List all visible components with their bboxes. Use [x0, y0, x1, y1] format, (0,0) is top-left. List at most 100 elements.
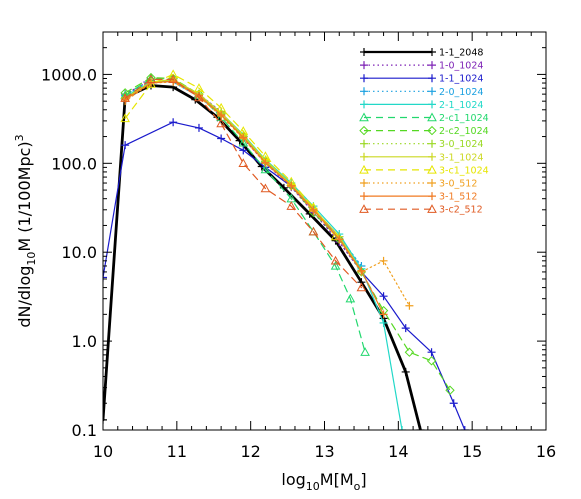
data-point — [238, 158, 249, 168]
data-point — [146, 74, 156, 84]
data-point — [345, 293, 356, 303]
x-tick-label: 15 — [462, 442, 482, 461]
data-point — [103, 273, 107, 282]
series-layer — [103, 69, 469, 430]
x-tick-label: 14 — [388, 442, 408, 461]
data-point — [260, 183, 271, 193]
legend: 1-1_2048 1-0_1024 1-1_1024 2-0_1024 2-1_1024… — [359, 48, 489, 216]
data-point — [427, 348, 436, 357]
series-line — [124, 73, 337, 238]
legend-marker — [360, 61, 368, 70]
x-tick-label: 12 — [240, 442, 260, 461]
legend-marker — [428, 192, 436, 201]
series-3-0_512 — [121, 78, 414, 310]
data-point — [357, 266, 366, 275]
data-point — [286, 201, 297, 210]
series-1-1_1024 — [103, 118, 469, 430]
legend-item: 3-c1_1024 — [359, 164, 489, 176]
legend-label: 1-1_1024 — [439, 74, 483, 85]
legend-label: 3-1_512 — [439, 192, 477, 203]
series-line — [124, 78, 363, 289]
data-point — [379, 310, 388, 319]
series-line — [124, 80, 385, 315]
data-point — [334, 234, 344, 244]
data-point — [239, 133, 248, 142]
data-point — [308, 226, 319, 236]
legend-item: 1-1_1024 — [360, 74, 483, 85]
series-2-0_1024 — [121, 76, 366, 270]
legend-item: 2-c1_1024 — [359, 112, 489, 124]
legend-item: 2-0_1024 — [360, 87, 483, 98]
legend-label: 2-c2_1024 — [439, 126, 489, 137]
legend-item: 3-1_512 — [360, 192, 477, 203]
series-line — [124, 79, 363, 273]
x-tick-label: 13 — [314, 442, 334, 461]
legend-marker — [360, 48, 368, 56]
data-point — [416, 426, 425, 430]
legend-label: 3-c1_1024 — [439, 165, 489, 176]
x-tick-label: 11 — [167, 442, 187, 461]
legend-item: 1-1_2048 — [360, 48, 483, 59]
data-point — [404, 347, 415, 357]
legend-marker — [427, 204, 437, 213]
series-line — [124, 80, 363, 273]
data-point — [398, 426, 407, 430]
data-point — [217, 134, 226, 143]
legend-label: 3-0_1024 — [439, 139, 483, 150]
x-tick-label: 16 — [536, 442, 556, 461]
legend-item: 1-0_1024 — [360, 61, 483, 72]
legend-marker — [360, 100, 368, 109]
legend-label: 3-1_1024 — [439, 152, 483, 163]
legend-label: 2-c1_1024 — [439, 113, 489, 124]
series-3-1_1024 — [121, 75, 366, 275]
series-1-0_1024 — [121, 76, 366, 276]
legend-item: 2-c2_1024 — [359, 125, 489, 137]
legend-marker — [359, 164, 369, 174]
y-tick-label: 0.1 — [72, 421, 97, 440]
series-line — [124, 79, 403, 430]
legend-label: 1-1_2048 — [439, 48, 483, 59]
legend-item: 3-c2_512 — [359, 204, 483, 216]
legend-marker — [428, 100, 436, 109]
data-point — [168, 74, 178, 84]
tick-layer: 10 11 12 13 14 15 16 0.1 1.0 10.0 100.0 1000.0 — [41, 31, 556, 461]
data-point — [217, 110, 226, 119]
data-point — [120, 93, 130, 102]
data-point — [260, 164, 271, 174]
legend-marker — [359, 125, 369, 136]
data-point — [426, 356, 437, 366]
series-line — [124, 81, 411, 307]
data-point — [449, 399, 458, 408]
series-2-c1_1024 — [120, 73, 370, 356]
data-point — [405, 301, 414, 310]
legend-label: 3-0_512 — [439, 179, 477, 190]
data-point — [330, 260, 341, 270]
data-point — [401, 324, 410, 333]
data-point — [194, 92, 204, 102]
legend-marker — [360, 87, 368, 96]
legend-marker — [428, 61, 436, 70]
legend-marker — [428, 74, 436, 83]
data-point — [401, 367, 410, 376]
data-point — [379, 318, 388, 327]
series-line — [124, 77, 451, 391]
series-3-0_1024 — [121, 76, 366, 276]
data-point — [194, 123, 203, 132]
x-tick-label: 10 — [93, 442, 113, 461]
series-2-1_1024 — [121, 76, 407, 430]
legend-marker — [428, 87, 436, 96]
legend-item: 3-0_512 — [360, 179, 477, 190]
data-point — [379, 256, 388, 265]
data-point — [356, 282, 367, 292]
data-point — [379, 292, 388, 301]
data-point — [169, 118, 178, 127]
data-point — [239, 146, 248, 155]
series-line — [124, 80, 363, 267]
series-line — [103, 84, 422, 430]
legend-marker — [359, 112, 369, 122]
data-point — [216, 118, 226, 128]
legend-marker — [428, 152, 436, 161]
y-tick-label: 100.0 — [51, 154, 97, 173]
data-point — [309, 205, 318, 214]
